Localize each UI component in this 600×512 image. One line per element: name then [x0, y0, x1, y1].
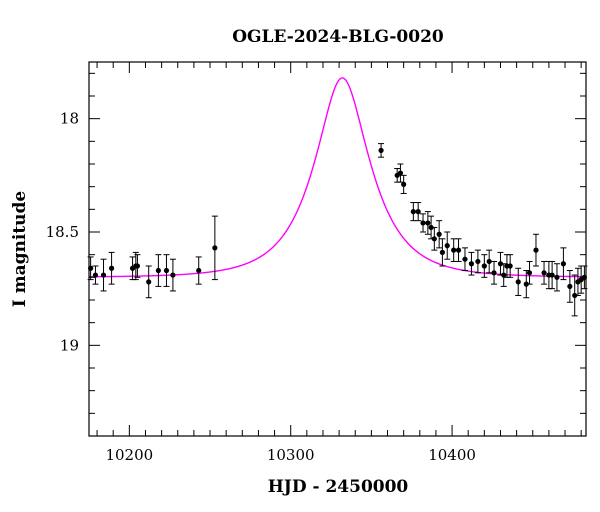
point-marker [567, 283, 573, 289]
plot-frame [88, 61, 587, 437]
data-point [169, 258, 176, 292]
point-marker [475, 258, 481, 265]
data-point [455, 238, 462, 262]
data-point [424, 211, 431, 235]
data-points-layer [87, 143, 588, 317]
data-point [571, 274, 578, 317]
point-marker [541, 270, 547, 276]
data-point [507, 254, 514, 278]
point-marker [431, 236, 437, 242]
point-marker [501, 272, 507, 278]
data-point [553, 263, 560, 292]
data-point [428, 215, 435, 240]
point-marker [497, 261, 504, 267]
point-marker [155, 267, 161, 274]
y-tick-label: 18.5 [46, 223, 79, 241]
point-marker [170, 272, 176, 278]
data-point [532, 233, 539, 267]
point-marker [549, 272, 555, 278]
data-point [410, 202, 417, 222]
data-point [397, 163, 404, 183]
chart-title: OGLE-2024-BLG-0020 [232, 27, 444, 47]
data-point [526, 260, 533, 285]
point-marker [401, 181, 407, 187]
data-point [134, 254, 141, 278]
y-tick-label: 18 [60, 110, 79, 128]
data-point [439, 238, 446, 267]
data-point [486, 249, 493, 274]
y-axis-label: I magnitude [10, 191, 30, 308]
point-marker [515, 279, 521, 285]
data-point [163, 254, 170, 287]
point-marker [462, 256, 468, 262]
axis-ticks-layer: 10200 10300 10400 18 18.5 19 [46, 62, 586, 464]
point-marker [436, 231, 442, 237]
point-marker [491, 270, 497, 276]
x-tick-label: 10300 [267, 446, 315, 464]
point-marker [439, 249, 445, 255]
point-marker [163, 267, 170, 274]
data-point [444, 231, 451, 260]
data-point [515, 267, 522, 296]
data-point [195, 256, 202, 285]
point-marker [451, 247, 457, 253]
point-marker [397, 170, 404, 176]
data-point [481, 254, 488, 278]
point-marker [572, 292, 578, 299]
point-marker [100, 272, 107, 278]
point-marker [455, 247, 462, 253]
data-point [468, 251, 475, 276]
data-point [491, 260, 498, 285]
point-marker [533, 247, 539, 253]
data-point [400, 174, 407, 194]
data-point [100, 258, 107, 292]
x-tick-label: 10200 [105, 446, 153, 464]
data-point [108, 251, 115, 285]
data-point [450, 238, 457, 262]
x-tick-label: 10400 [428, 446, 476, 464]
y-tick-label: 19 [60, 336, 79, 354]
point-marker [554, 274, 560, 280]
data-point [566, 270, 573, 303]
data-point [92, 265, 99, 285]
point-marker [481, 263, 487, 269]
data-point [461, 247, 468, 272]
data-point [155, 254, 162, 287]
point-marker [523, 281, 529, 287]
point-marker [92, 272, 99, 278]
point-marker [108, 265, 115, 271]
point-marker [486, 258, 492, 265]
data-point [560, 247, 567, 281]
data-point [436, 220, 443, 249]
data-point [541, 260, 548, 285]
model-curve-layer [88, 77, 587, 278]
data-point [415, 202, 422, 222]
data-point [378, 143, 385, 158]
point-marker [428, 224, 434, 231]
point-marker [420, 220, 426, 226]
point-marker [507, 263, 513, 269]
data-point [211, 215, 218, 281]
point-marker [560, 261, 567, 267]
point-marker [146, 279, 152, 285]
point-marker [415, 209, 421, 215]
point-marker [444, 243, 450, 249]
data-point [549, 260, 556, 290]
point-marker [425, 220, 431, 226]
model-curve [88, 77, 587, 278]
data-point [431, 226, 438, 251]
point-marker [212, 245, 218, 251]
point-marker [468, 261, 475, 267]
data-point [145, 265, 152, 299]
point-marker [410, 209, 416, 215]
data-point [474, 249, 481, 274]
point-marker [526, 270, 533, 276]
point-marker [378, 147, 384, 153]
x-axis-label: HJD - 2450000 [268, 477, 409, 497]
point-marker [134, 263, 141, 269]
point-marker [196, 267, 202, 274]
data-point [420, 213, 427, 233]
